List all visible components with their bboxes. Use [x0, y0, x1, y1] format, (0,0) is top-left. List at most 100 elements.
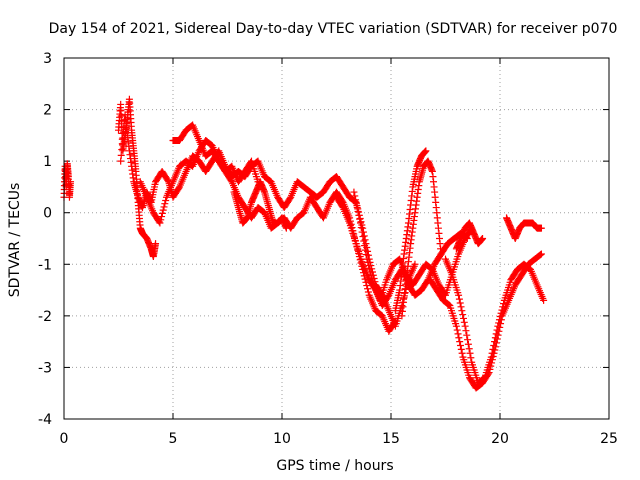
x-tick-label: 20: [491, 431, 509, 447]
data-point: [160, 203, 168, 211]
data-point: [453, 326, 461, 334]
y-tick-label: -2: [38, 309, 52, 325]
data-point: [366, 268, 374, 276]
data-point: [480, 374, 488, 382]
y-axis-label: SDTVAR / TECUs: [7, 183, 23, 298]
data-point: [459, 311, 467, 319]
data-point: [454, 330, 462, 338]
data-point: [175, 184, 183, 192]
data-point: [537, 250, 545, 258]
series-sat-g: [333, 193, 471, 310]
data-point: [499, 303, 507, 311]
data-point: [159, 206, 167, 214]
y-tick-label: 1: [43, 154, 52, 170]
data-point: [491, 338, 499, 346]
data-point: [286, 195, 294, 203]
data-point: [368, 274, 376, 282]
y-tick-label: -1: [38, 257, 52, 273]
data-point: [497, 309, 505, 317]
data-point: [158, 213, 166, 221]
data-point: [466, 349, 474, 357]
data-point: [452, 322, 460, 330]
data-point: [493, 326, 501, 334]
data-point: [363, 282, 371, 290]
series-sat-d: [136, 137, 399, 335]
data-point: [247, 158, 255, 166]
series-sat-b: [115, 95, 160, 261]
data-point: [462, 327, 470, 335]
y-tick-label: -3: [38, 360, 52, 376]
data-point: [162, 196, 170, 204]
data-point: [362, 251, 370, 259]
y-tick-label: 0: [43, 206, 52, 222]
axes: 0 5 10 15 20 25 -4 -3 -2 -1 0 1 2 3: [38, 51, 618, 447]
x-tick-label: 5: [169, 431, 178, 447]
data-point: [494, 322, 502, 330]
data-point: [487, 353, 495, 361]
data-point: [479, 235, 487, 242]
data-point: [456, 338, 464, 346]
y-tick-label: 2: [43, 103, 52, 119]
data-point: [411, 260, 419, 268]
data-point: [351, 192, 359, 200]
data-point: [488, 349, 496, 357]
data-point: [460, 318, 468, 326]
data-point: [355, 211, 363, 219]
data-point: [364, 258, 372, 266]
data-point: [391, 317, 399, 325]
data-point: [365, 262, 373, 270]
data-point: [457, 345, 465, 353]
data-point: [492, 330, 500, 338]
series-sat-l: [442, 255, 548, 387]
data-point: [536, 251, 544, 259]
data-point: [459, 314, 467, 322]
data-point: [157, 216, 165, 224]
series-sat-e: [169, 121, 262, 186]
data-point: [356, 215, 364, 223]
data-point: [490, 342, 498, 350]
x-tick-label: 25: [600, 431, 618, 447]
plot-frame: [63, 57, 610, 420]
data-point: [461, 322, 469, 330]
series-sat-a: [60, 160, 75, 201]
data-point: [350, 188, 358, 196]
y-tick-label: 3: [43, 51, 52, 67]
data-point: [356, 219, 364, 227]
data-point: [67, 178, 75, 186]
data-point: [479, 375, 487, 383]
data-point: [352, 200, 360, 208]
data-point: [391, 318, 399, 326]
data-point: [495, 319, 503, 327]
data-point: [227, 176, 235, 184]
series-sat-f: [230, 178, 290, 232]
series-sat-i: [391, 147, 430, 315]
data-point: [364, 285, 372, 293]
chart-title: Day 154 of 2021, Sidereal Day-to-day VTE…: [49, 21, 618, 37]
data-point: [353, 204, 361, 212]
y-tick-label: -4: [38, 412, 52, 428]
series-sat-m: [452, 219, 487, 253]
data-point: [464, 340, 472, 348]
data-point: [361, 242, 369, 250]
data-point: [463, 331, 471, 339]
data-point: [456, 299, 464, 307]
data-point: [364, 288, 372, 296]
data-point: [156, 219, 164, 227]
data-point: [457, 303, 465, 311]
data-point: [354, 207, 362, 215]
data-point: [540, 296, 548, 304]
data-point: [338, 202, 346, 210]
data-point: [444, 300, 452, 308]
data-point: [458, 307, 466, 315]
data-point: [464, 336, 472, 344]
data-point: [537, 251, 545, 259]
x-axis-label: GPS time / hours: [276, 458, 393, 474]
data-point: [467, 354, 475, 362]
data-point: [158, 209, 166, 217]
x-tick-label: 10: [273, 431, 291, 447]
data-point: [422, 147, 430, 155]
data-point: [363, 255, 371, 263]
data-point: [164, 176, 172, 184]
grid: [64, 58, 609, 419]
